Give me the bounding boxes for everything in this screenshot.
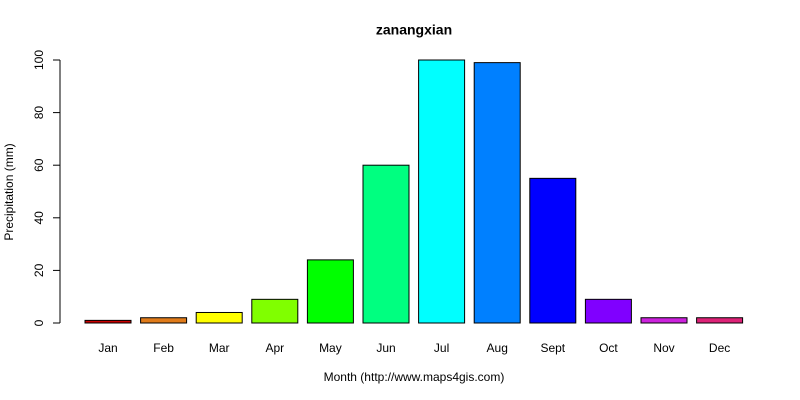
x-axis-label: Month (http://www.maps4gis.com) xyxy=(324,370,505,384)
x-tick-label: May xyxy=(319,341,342,355)
bar xyxy=(84,319,132,324)
y-tick-label: 20 xyxy=(32,263,46,277)
x-tick-label: Sept xyxy=(540,341,565,355)
bar xyxy=(195,311,243,324)
y-tick-label: 80 xyxy=(32,106,46,120)
x-tick-label: Apr xyxy=(265,341,284,355)
bar xyxy=(696,317,744,324)
x-tick-label: Nov xyxy=(653,341,674,355)
y-tick-label: 100 xyxy=(32,50,46,70)
y-tick-label: 0 xyxy=(32,319,46,326)
x-tick-label: Jun xyxy=(376,341,395,355)
bar xyxy=(251,298,299,324)
y-axis-label: Precipitation (mm) xyxy=(2,143,16,240)
x-tick-label: Feb xyxy=(153,341,174,355)
bar xyxy=(473,62,521,324)
x-tick-label: Dec xyxy=(709,341,730,355)
bar xyxy=(140,317,188,324)
y-tick-label: 40 xyxy=(32,211,46,225)
bar xyxy=(640,317,688,324)
x-tick-label: Oct xyxy=(599,341,618,355)
x-tick-label: Aug xyxy=(487,341,508,355)
bar xyxy=(362,164,410,324)
bar xyxy=(306,259,354,324)
y-tick-label: 60 xyxy=(32,158,46,172)
x-tick-label: Jul xyxy=(434,341,449,355)
chart-title: zanangxian xyxy=(376,22,452,38)
x-tick-label: Mar xyxy=(209,341,230,355)
x-tick-label: Jan xyxy=(98,341,117,355)
bar xyxy=(584,298,632,324)
bar xyxy=(529,177,577,324)
bar xyxy=(418,59,466,324)
